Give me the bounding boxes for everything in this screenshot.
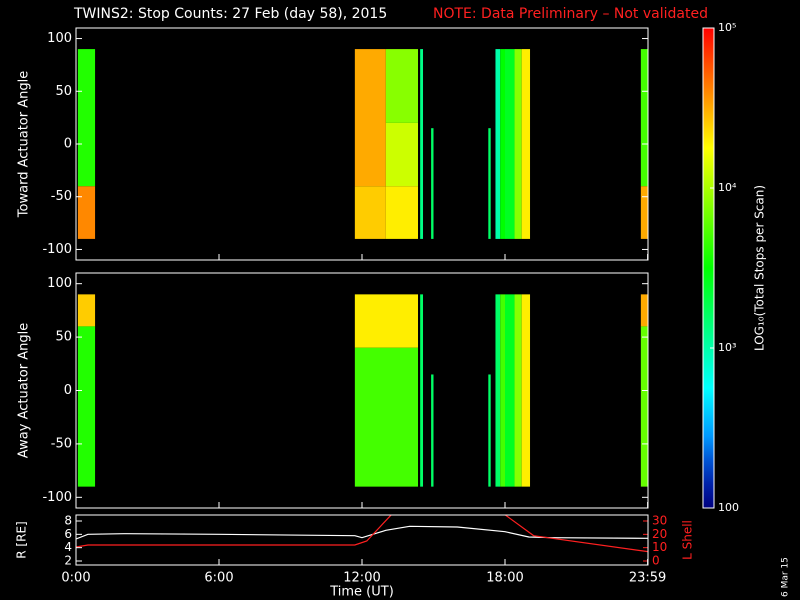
heatmap-cell <box>385 122 419 187</box>
colorbar <box>702 27 715 509</box>
date: 6 Mar 15 <box>781 557 791 597</box>
y-axis-label: Away Actuator Angle <box>17 323 32 458</box>
y2-tick-label: 20 <box>652 527 667 541</box>
x-tick-label: 6:00 <box>204 571 233 586</box>
x-tick-label: 23:59 <box>629 571 666 586</box>
heatmap-cell <box>640 186 648 239</box>
x-tick-label: 18:00 <box>486 571 523 586</box>
colorbar-tick-label: 100 <box>718 501 739 514</box>
heatmap-cell <box>354 49 386 187</box>
heatmap-cell <box>77 294 96 327</box>
heatmap-cell <box>385 49 419 123</box>
heatmap-cell <box>488 374 491 487</box>
heatmap-cell <box>495 294 501 487</box>
heatmap-cell <box>420 294 424 487</box>
x-axis-label: Time (UT) <box>329 585 394 600</box>
heatmap-cell <box>495 49 501 239</box>
y-tick-label: -100 <box>42 490 72 505</box>
y-tick-label: 6 <box>64 527 72 541</box>
y-tick-label: 0 <box>64 383 72 398</box>
heatmap-cell <box>385 186 419 239</box>
heatmap-cell <box>514 49 522 239</box>
heatmap-cell <box>354 294 419 348</box>
colorbar-tick-label: 10⁵ <box>718 21 736 34</box>
y-tick-label: 100 <box>47 31 72 46</box>
heatmap-cell <box>640 49 648 187</box>
y-tick-label: 2 <box>64 554 72 568</box>
heatmap-cell <box>77 186 96 239</box>
y-tick-label: 100 <box>47 276 72 291</box>
heatmap-cell <box>514 294 522 487</box>
x-tick-label: 0:00 <box>61 571 90 586</box>
heatmap-cell <box>521 294 531 487</box>
y-axis-label: Toward Actuator Angle <box>17 71 32 218</box>
heatmap-cell <box>500 49 505 239</box>
heatmap-cell <box>420 49 424 239</box>
heatmap-cell <box>521 49 531 239</box>
heatmap-cell <box>354 186 386 239</box>
heatmap-cell <box>77 326 96 487</box>
plot-area <box>76 515 648 553</box>
line <box>76 525 648 540</box>
x-tick-label: 12:00 <box>343 571 380 586</box>
y-tick-label: -50 <box>51 189 72 204</box>
y-tick-label: -100 <box>42 242 72 257</box>
y-tick-label: 8 <box>64 514 72 528</box>
heatmap-cell <box>431 128 434 239</box>
heatmap-cell <box>640 326 648 487</box>
heatmap-cell <box>500 294 505 487</box>
y-tick-label: -50 <box>51 436 72 451</box>
y2-tick-label: 30 <box>652 514 667 528</box>
colorbar-tick-label: 10⁴ <box>718 181 737 194</box>
y-tick-label: 50 <box>55 330 72 345</box>
heatmap-cell <box>505 49 515 239</box>
colorbar-tick-label: 10³ <box>718 341 736 354</box>
y-tick-label: 0 <box>64 137 72 152</box>
heatmap-cell <box>354 347 419 487</box>
y-axis-label: R [RE] <box>15 521 29 558</box>
y-tick-label: 50 <box>55 84 72 99</box>
heatmap-cell <box>431 374 434 487</box>
heatmap-cell <box>488 128 491 239</box>
plot-area <box>77 294 648 487</box>
line <box>76 515 648 553</box>
y-tick-label: 4 <box>64 540 72 554</box>
note: NOTE: Data Preliminary – Not validated <box>433 6 708 22</box>
chart-title: TWINS2: Stop Counts: 27 Feb (day 58), 20… <box>73 6 387 22</box>
colorbar-label: LOG₁₀(Total Stops per Scan) <box>753 185 767 351</box>
plot-area <box>77 49 648 239</box>
heatmap-cell <box>505 294 515 487</box>
y2-tick-label: 10 <box>652 540 667 554</box>
heatmap-cell <box>640 294 648 327</box>
heatmap-cell <box>77 49 96 187</box>
y2-tick-label: 0 <box>652 554 660 568</box>
y2-axis-label: L Shell <box>681 520 695 560</box>
